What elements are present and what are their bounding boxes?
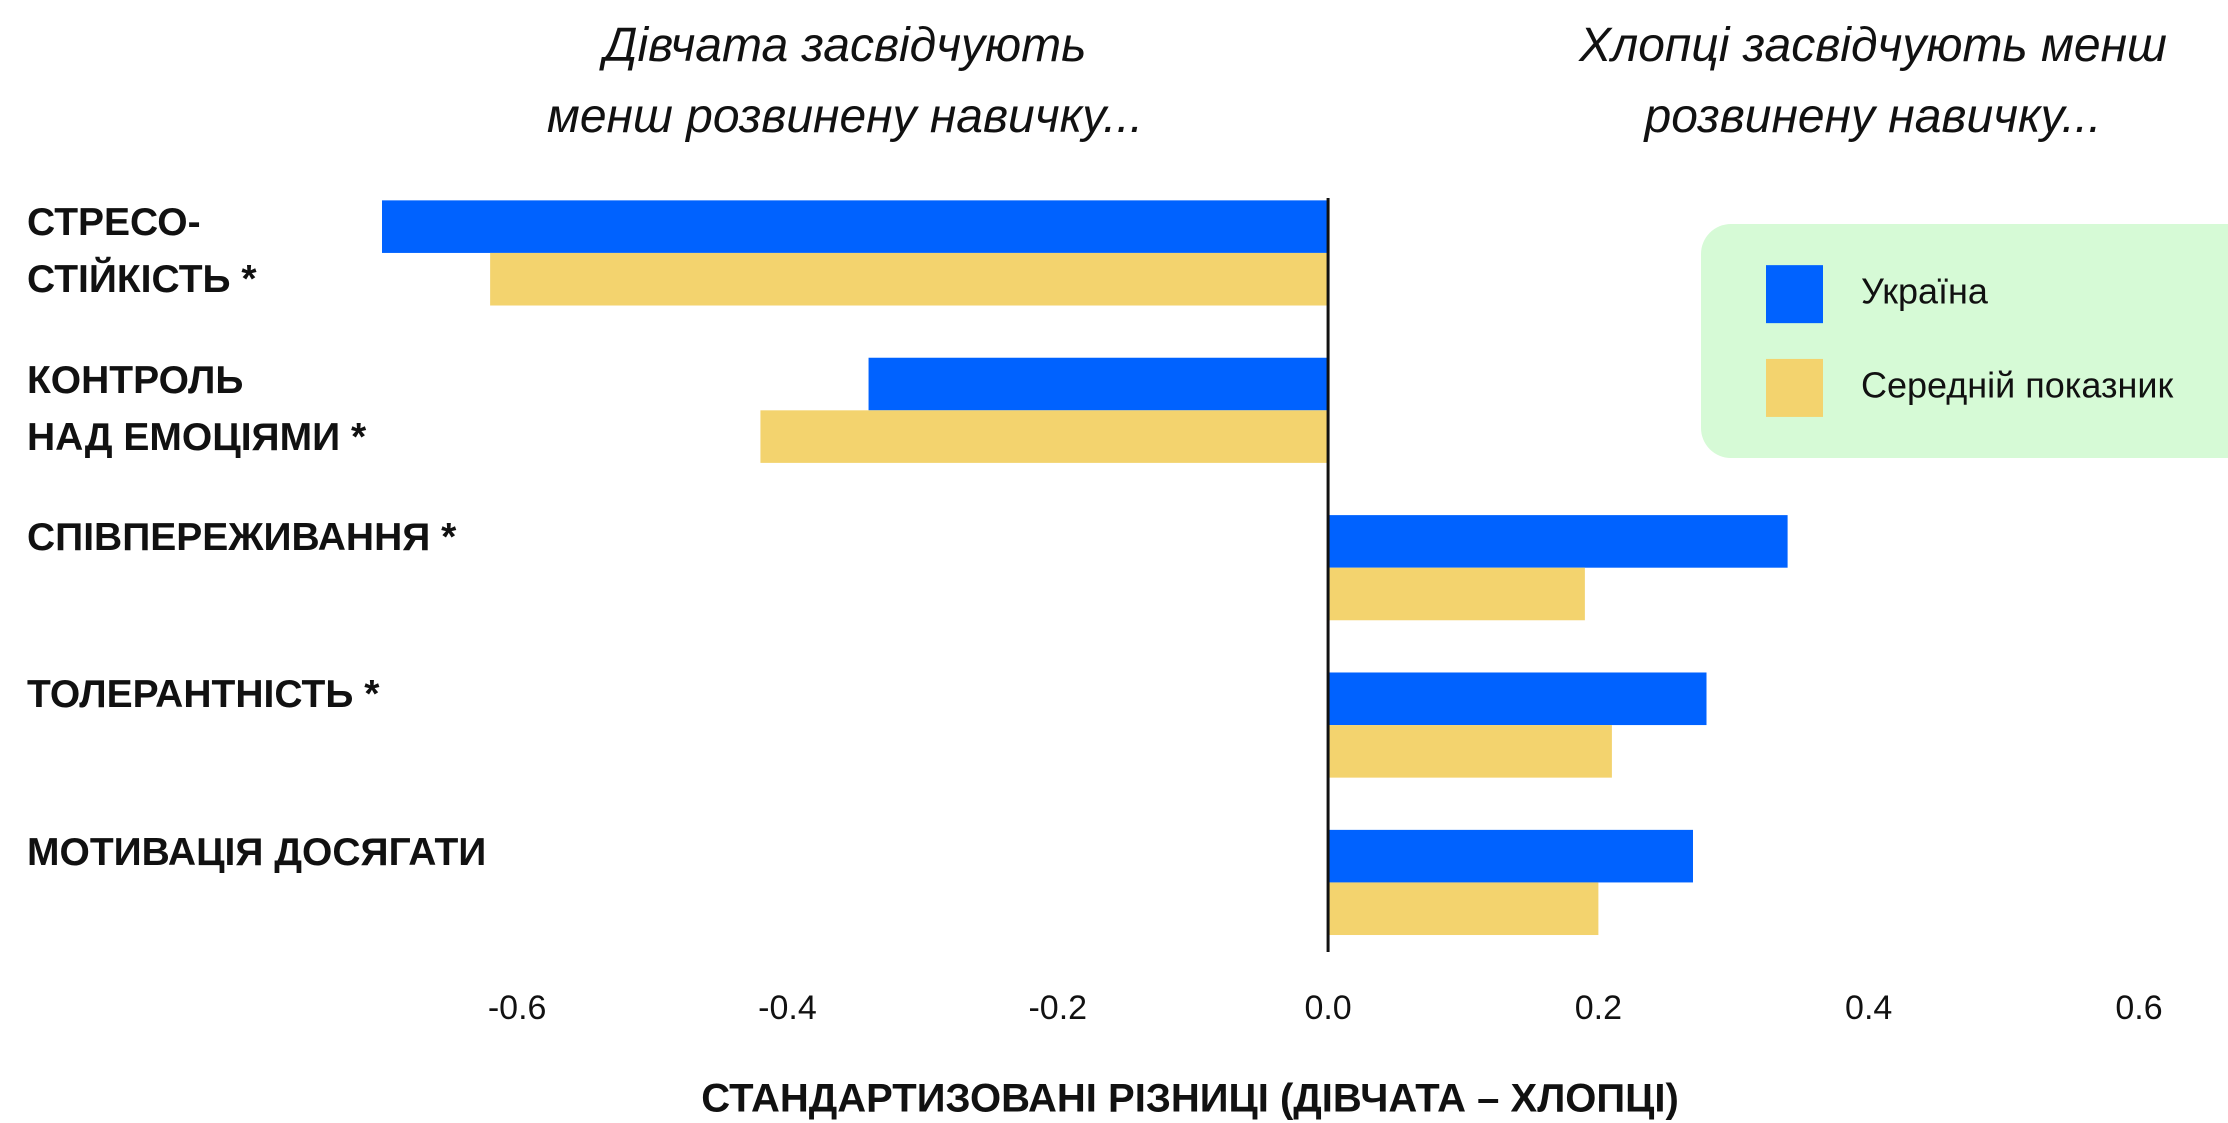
bar bbox=[490, 252, 1329, 306]
category-label: КОНТРОЛЬ НАД ЕМОЦІЯМИ * bbox=[27, 358, 367, 459]
annotation: Хлопці засвідчують менш розвинену навичк… bbox=[1579, 19, 2167, 143]
bar bbox=[1328, 515, 1788, 568]
bar bbox=[1328, 567, 1585, 621]
annotation: Дівчата засвідчують менш розвинену навич… bbox=[546, 19, 1144, 143]
category-label: МОТИВАЦІЯ ДОСЯГАТИ bbox=[27, 830, 487, 874]
bar bbox=[1328, 882, 1599, 936]
bar bbox=[1328, 725, 1612, 778]
bar bbox=[868, 357, 1329, 411]
x-tick-label: 0.4 bbox=[1845, 989, 1892, 1027]
category-label: ТОЛЕРАНТНІСТЬ * bbox=[27, 673, 380, 717]
category-label: СТРЕСО- СТІЙКІСТЬ * bbox=[27, 201, 257, 302]
x-tick-label: 0.2 bbox=[1575, 989, 1622, 1027]
bar bbox=[1328, 672, 1707, 726]
category-label: СПІВПЕРЕЖИВАННЯ * bbox=[27, 516, 457, 560]
x-axis-label: СТАНДАРТИЗОВАНІ РІЗНИЦІ (ДІВЧАТА – ХЛОПЦ… bbox=[701, 1077, 1679, 1121]
x-tick-label: 0.0 bbox=[1304, 989, 1351, 1027]
legend-label: Україна bbox=[1861, 271, 1989, 312]
legend-swatch bbox=[1766, 358, 1823, 417]
bar bbox=[382, 200, 1329, 253]
legend-label: Середній показник bbox=[1861, 364, 2173, 405]
legend-box bbox=[1701, 224, 2228, 458]
x-tick-label: -0.2 bbox=[1028, 989, 1087, 1027]
x-tick-label: -0.6 bbox=[488, 989, 547, 1027]
bar bbox=[1328, 829, 1693, 883]
bar bbox=[760, 410, 1329, 463]
x-tick-label: 0.6 bbox=[2115, 989, 2162, 1027]
legend-swatch bbox=[1766, 265, 1823, 324]
x-tick-label: -0.4 bbox=[758, 989, 817, 1027]
